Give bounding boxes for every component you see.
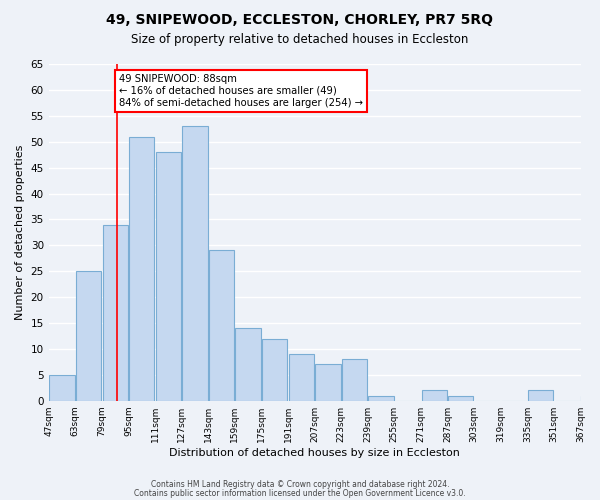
Bar [448, 396, 473, 400]
Bar [182, 126, 208, 400]
Y-axis label: Number of detached properties: Number of detached properties [15, 144, 25, 320]
Bar [129, 136, 154, 400]
Bar [155, 152, 181, 400]
Bar [422, 390, 447, 400]
Bar [368, 396, 394, 400]
Bar [76, 271, 101, 400]
Text: Contains public sector information licensed under the Open Government Licence v3: Contains public sector information licen… [134, 488, 466, 498]
Bar [49, 375, 74, 400]
Bar [262, 338, 287, 400]
Bar [528, 390, 553, 400]
X-axis label: Distribution of detached houses by size in Eccleston: Distribution of detached houses by size … [169, 448, 460, 458]
Text: 49, SNIPEWOOD, ECCLESTON, CHORLEY, PR7 5RQ: 49, SNIPEWOOD, ECCLESTON, CHORLEY, PR7 5… [107, 12, 493, 26]
Bar [289, 354, 314, 401]
Bar [342, 360, 367, 401]
Text: Size of property relative to detached houses in Eccleston: Size of property relative to detached ho… [131, 32, 469, 46]
Bar [209, 250, 234, 400]
Bar [235, 328, 261, 400]
Bar [581, 396, 600, 400]
Bar [103, 224, 128, 400]
Text: 49 SNIPEWOOD: 88sqm
← 16% of detached houses are smaller (49)
84% of semi-detach: 49 SNIPEWOOD: 88sqm ← 16% of detached ho… [119, 74, 364, 108]
Text: Contains HM Land Registry data © Crown copyright and database right 2024.: Contains HM Land Registry data © Crown c… [151, 480, 449, 489]
Bar [315, 364, 341, 400]
